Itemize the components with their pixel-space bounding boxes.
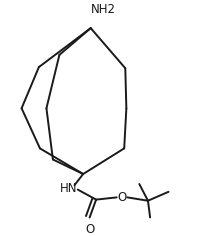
Text: O: O [118, 191, 127, 204]
Text: HN: HN [60, 182, 78, 195]
Text: NH2: NH2 [91, 3, 116, 16]
Text: O: O [85, 223, 94, 236]
